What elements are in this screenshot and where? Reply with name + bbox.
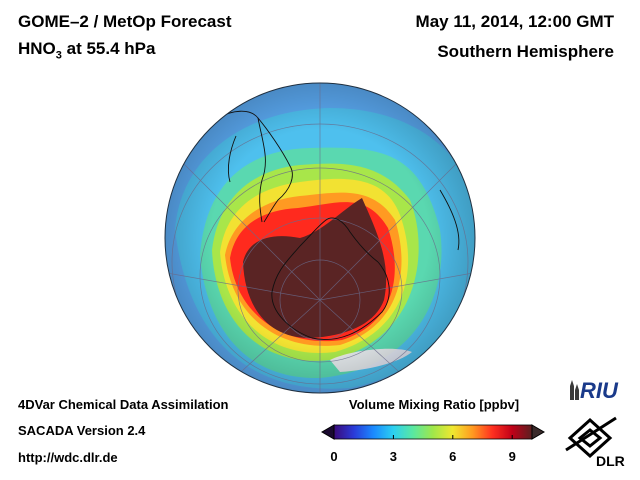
colorbar [321, 424, 545, 440]
colorbar-gradient [333, 424, 533, 440]
colorbar-over-arrow [531, 424, 545, 440]
coastlines [217, 110, 460, 340]
colorbar-tick-9: 9 [508, 449, 516, 464]
dlr-logo: DLR [565, 416, 625, 469]
concentration-field [165, 83, 475, 393]
species-subscript: 3 [55, 49, 62, 62]
riu-logo: RIU [570, 378, 619, 403]
footer-line-assimilation: 4DVar Chemical Data Assimilation [18, 397, 229, 412]
svg-text:DLR: DLR [596, 453, 625, 469]
pressure-level: at 55.4 hPa [61, 39, 156, 58]
colorbar-tick-6: 6 [449, 449, 457, 464]
colorbar-tick-0: 0 [330, 449, 338, 464]
footer-line-version: SACADA Version 2.4 [18, 423, 146, 438]
forecast-datetime: May 11, 2014, 12:00 GMT [415, 12, 614, 31]
species-label: HNO3 at 55.4 hPa [18, 39, 155, 61]
svg-text:RIU: RIU [580, 378, 619, 403]
colorbar-title: Volume Mixing Ratio [ppbv] [348, 397, 520, 412]
region-label: Southern Hemisphere [437, 42, 614, 61]
product-title: GOME–2 / MetOp Forecast [18, 12, 232, 31]
footer-link[interactable]: http://wdc.dlr.de [18, 450, 118, 465]
graticule [165, 83, 475, 393]
colorbar-tick-3: 3 [389, 449, 398, 464]
colorbar-under-arrow [321, 424, 335, 440]
species-formula: HNO [18, 39, 56, 58]
